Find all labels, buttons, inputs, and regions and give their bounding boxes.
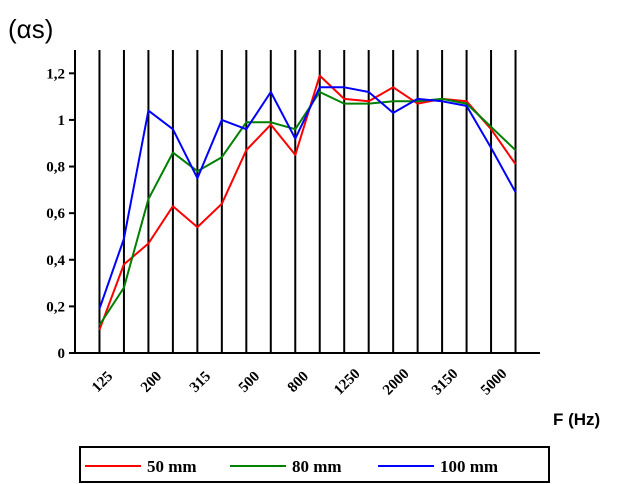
gridlines [98, 50, 517, 353]
x-tick-labels: 125 200 315 500 800 1250 2000 3150 5000 [89, 366, 510, 399]
y-tick-label: 1,2 [46, 66, 65, 82]
y-tick-label: 0,6 [46, 206, 65, 222]
x-tick-label: 1250 [331, 366, 364, 399]
y-tick-label: 0 [58, 346, 66, 362]
legend: 50 mm 80 mm 100 mm [79, 446, 550, 483]
axes [69, 50, 540, 354]
series-lines [98, 74, 517, 331]
x-tick-label: 5000 [478, 366, 511, 399]
x-tick-label: 315 [187, 369, 214, 396]
x-tick-label: 2000 [380, 366, 413, 399]
x-tick-label: 200 [138, 369, 165, 396]
legend-label: 80 mm [292, 457, 342, 476]
y-tick-label: 0,4 [46, 253, 65, 269]
series-line-80-mm [98, 91, 517, 326]
legend-label: 50 mm [147, 457, 197, 476]
y-tick-labels: 0 0,2 0,4 0,6 0,8 1 1,2 [46, 66, 65, 362]
x-tick-label: 3150 [429, 366, 462, 399]
legend-box [79, 446, 550, 483]
y-axis-title: (αs) [8, 14, 53, 44]
y-tick-label: 0,8 [46, 160, 65, 176]
y-tick-label: 1 [58, 113, 66, 129]
y-tick-label: 0,2 [46, 299, 65, 315]
series-line-100-mm [98, 86, 517, 310]
x-tick-label: 800 [285, 369, 312, 396]
x-tick-label: 125 [89, 369, 116, 396]
legend-label: 100 mm [440, 457, 498, 476]
x-axis-title: F (Hz) [553, 410, 600, 429]
x-tick-label: 500 [236, 369, 263, 396]
